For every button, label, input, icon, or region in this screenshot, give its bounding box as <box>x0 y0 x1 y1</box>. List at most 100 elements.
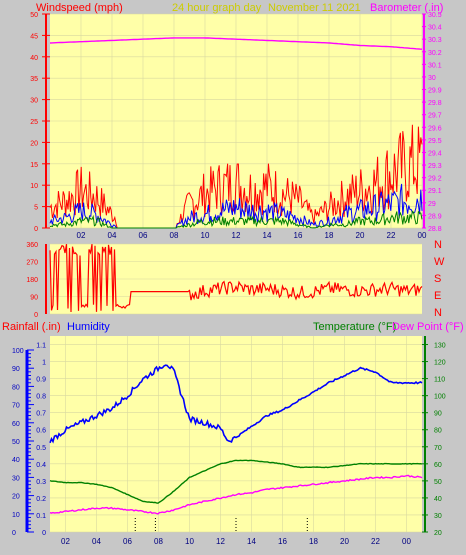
wind-series-average <box>49 183 423 229</box>
baro-y-tick-label: 30.1 <box>428 62 442 69</box>
wind-series-low <box>49 210 423 229</box>
baro-y-tick-label: 29.2 <box>428 176 442 183</box>
temp-y-tick-label: 60 <box>434 462 442 469</box>
humidity-y-tick-label: 90 <box>12 366 20 373</box>
rain-y-tick-label: 0.8 <box>36 394 46 401</box>
wind-y-tick-label: 30 <box>30 98 38 105</box>
dir-y-tick-label: 270 <box>26 260 38 267</box>
temp-y-tick-label: 120 <box>434 360 446 367</box>
wind-x-tick-label: 08 <box>170 231 179 240</box>
humidity-y-tick-label: 30 <box>12 475 20 482</box>
rainfall-label: Rainfall (.in) <box>2 321 61 333</box>
baro-series <box>49 37 423 50</box>
wind-x-tick-label: 06 <box>139 231 148 240</box>
rain-y-tick-label: 0.5 <box>36 445 46 452</box>
wind-x-tick-label: 18 <box>325 231 334 240</box>
dir-series <box>49 243 423 313</box>
rain-y-tick-label: 0.4 <box>36 462 46 469</box>
temp-y-tick-label: 130 <box>434 343 446 350</box>
baro-y-tick-label: 30.3 <box>428 37 442 44</box>
wind-y-tick-label: 5 <box>34 205 38 212</box>
temp-y-tick-label: 110 <box>434 377 445 384</box>
temp-plot-area <box>50 336 422 532</box>
baro-y-tick-label: 29.8 <box>428 100 442 107</box>
wind-y-tick-label: 35 <box>30 76 38 83</box>
wind-y-tick-label: 45 <box>30 33 38 40</box>
wind-y-tick-label: 50 <box>30 12 38 19</box>
dewpoint-label: Dew Point (°F) <box>392 321 464 333</box>
rain-y-tick-label: 0.1 <box>36 513 46 520</box>
humidity-y-tick-label: 100 <box>12 348 24 355</box>
temp-y-tick-label: 40 <box>434 496 442 503</box>
wind-x-tick-label: 02 <box>77 231 86 240</box>
barometer-label: Barometer (.in) <box>370 2 443 14</box>
wind-x-tick-label: 16 <box>294 231 303 240</box>
humidity-y-tick-label: 70 <box>12 403 20 410</box>
baro-y-tick-label: 30.2 <box>428 50 442 57</box>
rain-y-tick-label: 0.3 <box>36 479 46 486</box>
wind-x-tick-label: 20 <box>356 231 365 240</box>
wind-y-tick-label: 25 <box>30 119 38 126</box>
temp-x-tick-label: 06 <box>123 537 132 546</box>
temp-x-tick-label: 16 <box>278 537 287 546</box>
rain-y-tick-label: 0.6 <box>36 428 46 435</box>
compass-n1: N <box>434 239 442 251</box>
baro-y-tick-label: 29.9 <box>428 88 442 95</box>
wind-y-tick-label: 0 <box>34 226 38 233</box>
wind-x-tick-label: 14 <box>263 231 272 240</box>
wind-series-gust <box>49 124 423 229</box>
baro-y-tick-label: 29.7 <box>428 113 442 120</box>
temperature-panel: 02 04 06 08 10 12 14 16 18 20 22 0000.10.20.30.40.5… <box>12 336 446 546</box>
temp-y-tick-label: 90 <box>434 411 442 418</box>
wind-y-tick-label: 40 <box>30 55 38 62</box>
rain-y-tick-label: 0.7 <box>36 411 46 418</box>
direction-panel: 0 90 180 270 360 <box>26 242 423 319</box>
rain-y-tick-label: 1 <box>42 360 46 367</box>
humidity-y-tick-label: 80 <box>12 384 20 391</box>
temp-y-tick-label: 20 <box>434 530 442 537</box>
temp-series-temperature <box>49 459 423 504</box>
wind-panel: 02 04 06 08 10 12 14 16 18 20 22 000510152025303540… <box>30 12 442 240</box>
dir-y-tick-label: 0 <box>34 312 38 319</box>
rain-y-tick-label: 0.2 <box>36 496 46 503</box>
dir-y-tick-label: 90 <box>30 295 38 302</box>
temp-y-tick-label: 100 <box>434 394 446 401</box>
temp-y-tick-label: 50 <box>434 479 442 486</box>
temperature-label: Temperature (°F) <box>313 321 396 333</box>
baro-y-tick-label: 29.1 <box>428 188 442 195</box>
compass-w: W <box>434 256 445 268</box>
baro-y-tick-label: 29.3 <box>428 163 442 170</box>
humidity-y-tick-label: 60 <box>12 421 20 428</box>
temp-x-tick-label: 10 <box>185 537 194 546</box>
baro-y-tick-label: 30.5 <box>428 12 442 19</box>
temp-x-tick-label: 14 <box>247 537 256 546</box>
temp-x-tick-label: 22 <box>371 537 380 546</box>
compass-s: S <box>434 273 441 285</box>
wind-x-tick-label: 04 <box>108 231 117 240</box>
temp-x-tick-label: 00 <box>402 537 411 546</box>
wind-x-tick-label: 00 <box>418 231 427 240</box>
wind-y-tick-label: 15 <box>30 162 38 169</box>
compass-e: E <box>434 290 441 302</box>
dir-y-tick-label: 360 <box>26 242 38 249</box>
humidity-y-tick-label: 40 <box>12 457 20 464</box>
dir-y-tick-label: 180 <box>26 277 38 284</box>
rain-y-tick-label: 1.1 <box>36 343 46 350</box>
wind-x-tick-label: 10 <box>201 231 210 240</box>
baro-y-tick-label: 29.5 <box>428 138 442 145</box>
windspeed-label: Windspeed (mph) <box>36 2 123 14</box>
temp-x-tick-label: 08 <box>154 537 163 546</box>
wind-y-tick-label: 20 <box>30 140 38 147</box>
temp-x-tick-label: 20 <box>340 537 349 546</box>
chart-title: 24 hour graph day <box>172 2 262 14</box>
baro-y-tick-label: 28.8 <box>428 226 442 233</box>
temp-x-tick-label: 02 <box>61 537 70 546</box>
baro-y-tick-label: 30.4 <box>428 25 442 32</box>
baro-y-tick-label: 29 <box>428 201 436 208</box>
temp-y-tick-label: 70 <box>434 445 442 452</box>
temp-series-dewpoint <box>49 474 423 515</box>
humidity-y-tick-label: 20 <box>12 494 20 501</box>
humidity-y-tick-label: 10 <box>12 512 20 519</box>
temp-series-humidity <box>49 364 423 444</box>
